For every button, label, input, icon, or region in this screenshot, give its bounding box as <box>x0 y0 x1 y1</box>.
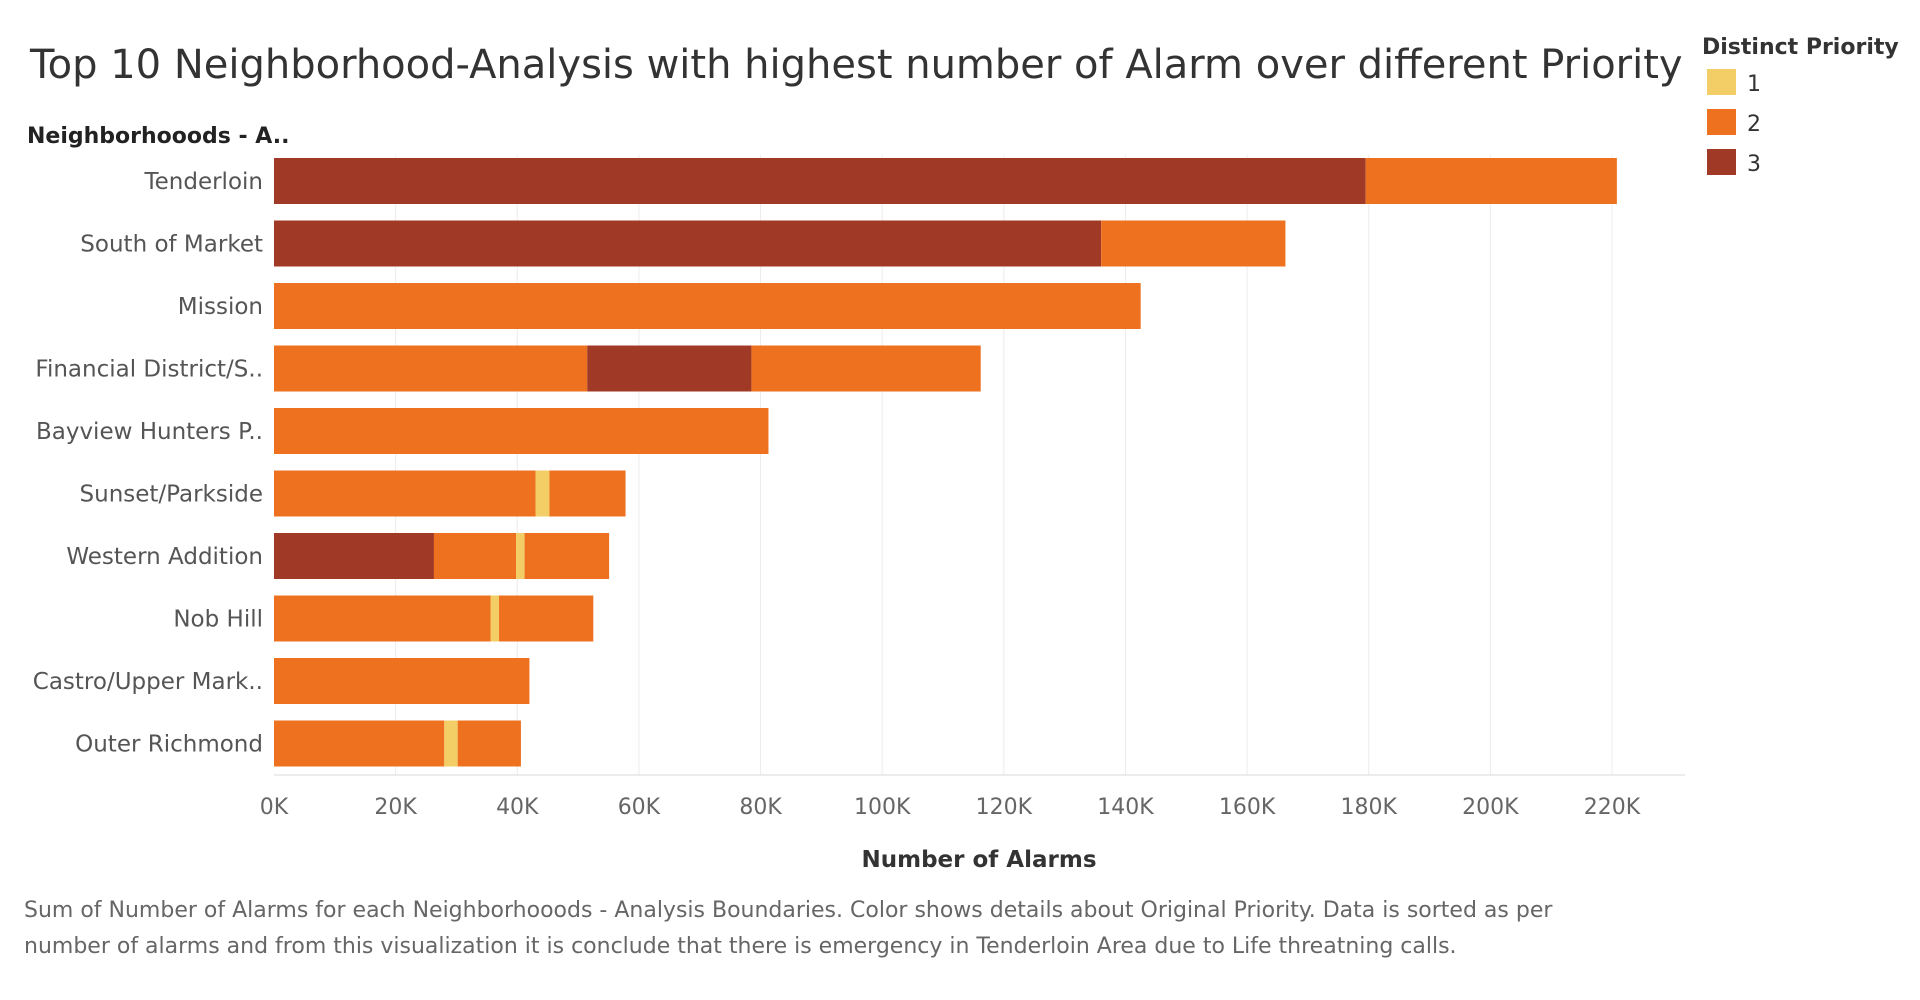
x-tick-label: 60K <box>618 795 661 820</box>
x-tick-label: 100K <box>854 795 911 820</box>
legend-swatch-1[interactable] <box>1707 69 1736 95</box>
legend-swatch-2[interactable] <box>1707 109 1736 135</box>
bar-row[interactable] <box>274 345 981 392</box>
bar-row[interactable] <box>274 220 1286 267</box>
bar-row[interactable] <box>274 158 1617 204</box>
category-label: Nob Hill <box>173 607 263 633</box>
bar-segment-priority-2[interactable] <box>549 470 626 517</box>
bar-row[interactable] <box>274 408 769 454</box>
x-tick-label: 160K <box>1219 795 1276 820</box>
bar-segment-priority-2[interactable] <box>751 345 981 392</box>
bar-segment-priority-2[interactable] <box>1365 158 1617 204</box>
caption-line: Sum of Number of Alarms for each Neighbo… <box>24 898 1553 923</box>
legend-label: 2 <box>1747 112 1761 137</box>
legend-label: 3 <box>1747 152 1761 177</box>
x-tick-label: 140K <box>1097 795 1154 820</box>
bar-segment-priority-2[interactable] <box>274 720 445 767</box>
category-label: Bayview Hunters P.. <box>36 419 263 445</box>
x-tick-label: 220K <box>1584 795 1641 820</box>
bar-segment-priority-1[interactable] <box>444 720 458 767</box>
row-header: Neighborhooods - A.. <box>27 124 289 149</box>
bar-segment-priority-1[interactable] <box>490 595 500 642</box>
bar-row[interactable] <box>274 533 610 579</box>
category-label: Outer Richmond <box>75 732 263 758</box>
category-label: Mission <box>178 294 263 320</box>
bar-segment-priority-3[interactable] <box>274 158 1366 204</box>
bar-segment-priority-2[interactable] <box>457 720 521 767</box>
category-label: Western Addition <box>66 544 263 570</box>
bar-segment-priority-2[interactable] <box>274 283 1141 329</box>
category-label: Financial District/S.. <box>35 357 263 383</box>
bar-segment-priority-3[interactable] <box>274 220 1102 267</box>
bar-segment-priority-2[interactable] <box>524 533 610 579</box>
x-tick-label: 180K <box>1341 795 1398 820</box>
bar-row[interactable] <box>274 283 1141 329</box>
bar-segment-priority-3[interactable] <box>587 345 752 392</box>
x-tick-label: 80K <box>739 795 782 820</box>
chart-title: Top 10 Neighborhood-Analysis with highes… <box>29 42 1683 88</box>
category-label: Tenderloin <box>143 169 263 195</box>
caption-line: number of alarms and from this visualiza… <box>24 934 1457 959</box>
bar-row[interactable] <box>274 470 626 517</box>
bar-segment-priority-2[interactable] <box>433 533 517 579</box>
bar-segment-priority-2[interactable] <box>499 595 594 642</box>
bar-row[interactable] <box>274 720 521 767</box>
bar-segment-priority-2[interactable] <box>274 345 588 392</box>
bar-segment-priority-3[interactable] <box>274 533 434 579</box>
legend-title: Distinct Priority <box>1702 35 1899 60</box>
legend-swatch-3[interactable] <box>1707 149 1736 175</box>
x-tick-label: 0K <box>260 795 289 820</box>
bar-segment-priority-2[interactable] <box>1101 220 1286 267</box>
category-label: Sunset/Parkside <box>80 482 263 508</box>
bar-segment-priority-2[interactable] <box>274 658 530 704</box>
bars <box>274 158 1617 767</box>
bar-segment-priority-2[interactable] <box>274 595 491 642</box>
caption: Sum of Number of Alarms for each Neighbo… <box>24 898 1553 959</box>
legend-label: 1 <box>1747 72 1761 97</box>
x-axis-ticks: 0K 20K 40K 60K 80K 100K 120K 140K 160K 180K 200K 22… <box>260 795 1641 820</box>
legend[interactable]: Distinct Priority 1 2 3 <box>1702 35 1899 177</box>
bar-segment-priority-2[interactable] <box>274 408 769 454</box>
category-label: Castro/Upper Mark.. <box>33 669 263 695</box>
bar-segment-priority-1[interactable] <box>516 533 525 579</box>
x-tick-label: 20K <box>374 795 417 820</box>
x-tick-label: 120K <box>976 795 1033 820</box>
category-label: South of Market <box>80 232 263 258</box>
x-axis-title: Number of Alarms <box>861 847 1096 873</box>
bar-row[interactable] <box>274 658 530 704</box>
bar-row[interactable] <box>274 595 594 642</box>
x-tick-label: 40K <box>496 795 539 820</box>
bar-segment-priority-2[interactable] <box>274 470 536 517</box>
x-tick-label: 200K <box>1462 795 1519 820</box>
bar-segment-priority-1[interactable] <box>535 470 550 517</box>
category-labels: Tenderloin South of Market Mission Financia… <box>33 169 263 758</box>
